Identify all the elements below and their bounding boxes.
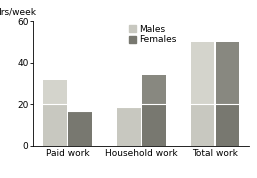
Legend: Males, Females: Males, Females [128, 25, 177, 44]
Bar [142, 75, 166, 104]
Bar [191, 104, 214, 146]
Bar [191, 42, 214, 104]
Bar [216, 42, 240, 104]
Bar [43, 104, 67, 146]
Bar [43, 80, 67, 104]
Bar [216, 104, 240, 146]
Bar [68, 111, 92, 146]
Bar [117, 106, 141, 146]
Text: Hrs/week: Hrs/week [0, 7, 36, 16]
Bar [142, 104, 166, 146]
